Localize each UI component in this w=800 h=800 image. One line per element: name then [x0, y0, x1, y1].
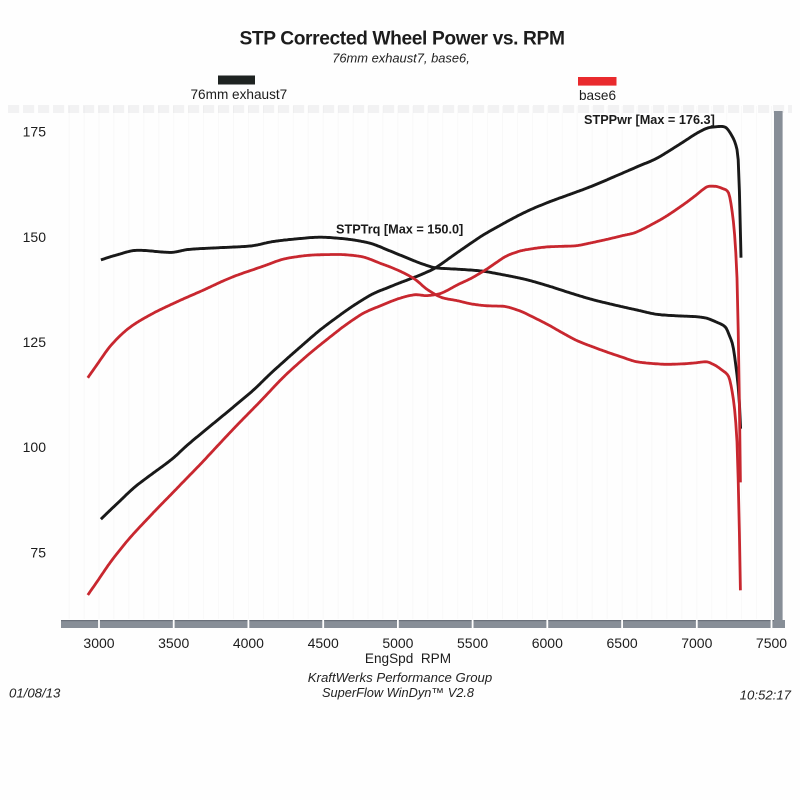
svg-text:01/08/13: 01/08/13: [9, 686, 61, 701]
svg-text:3000: 3000: [83, 635, 114, 651]
svg-text:base6: base6: [579, 88, 616, 103]
svg-text:7500: 7500: [756, 635, 787, 651]
svg-text:STPTrq [Max = 150.0]: STPTrq [Max = 150.0]: [336, 223, 463, 237]
svg-text:3500: 3500: [158, 635, 189, 651]
svg-text:76mm exhaust7, base6,: 76mm exhaust7, base6,: [332, 51, 470, 66]
svg-text:125: 125: [23, 334, 47, 350]
svg-text:EngSpd RPM: EngSpd RPM: [365, 651, 451, 666]
svg-text:7000: 7000: [681, 635, 712, 651]
svg-text:6000: 6000: [532, 635, 563, 651]
svg-text:4000: 4000: [233, 635, 264, 651]
svg-text:5500: 5500: [457, 635, 488, 651]
svg-text:76mm exhaust7: 76mm exhaust7: [191, 87, 288, 102]
svg-text:4500: 4500: [308, 635, 339, 651]
svg-text:150: 150: [23, 229, 47, 245]
svg-text:5000: 5000: [382, 635, 413, 651]
svg-text:75: 75: [30, 544, 46, 560]
svg-text:STP Corrected Wheel Power vs.: STP Corrected Wheel Power vs. RPM: [239, 29, 564, 50]
svg-text:175: 175: [23, 124, 47, 140]
svg-text:100: 100: [23, 439, 47, 455]
svg-text:SuperFlow WinDyn™ V2.8: SuperFlow WinDyn™ V2.8: [322, 685, 475, 700]
svg-text:6500: 6500: [607, 635, 638, 651]
svg-text:KraftWerks Performance Group: KraftWerks Performance Group: [308, 670, 492, 685]
svg-text:STPPwr [Max = 176.3]: STPPwr [Max = 176.3]: [584, 113, 715, 127]
svg-text:10:52:17: 10:52:17: [740, 688, 792, 703]
